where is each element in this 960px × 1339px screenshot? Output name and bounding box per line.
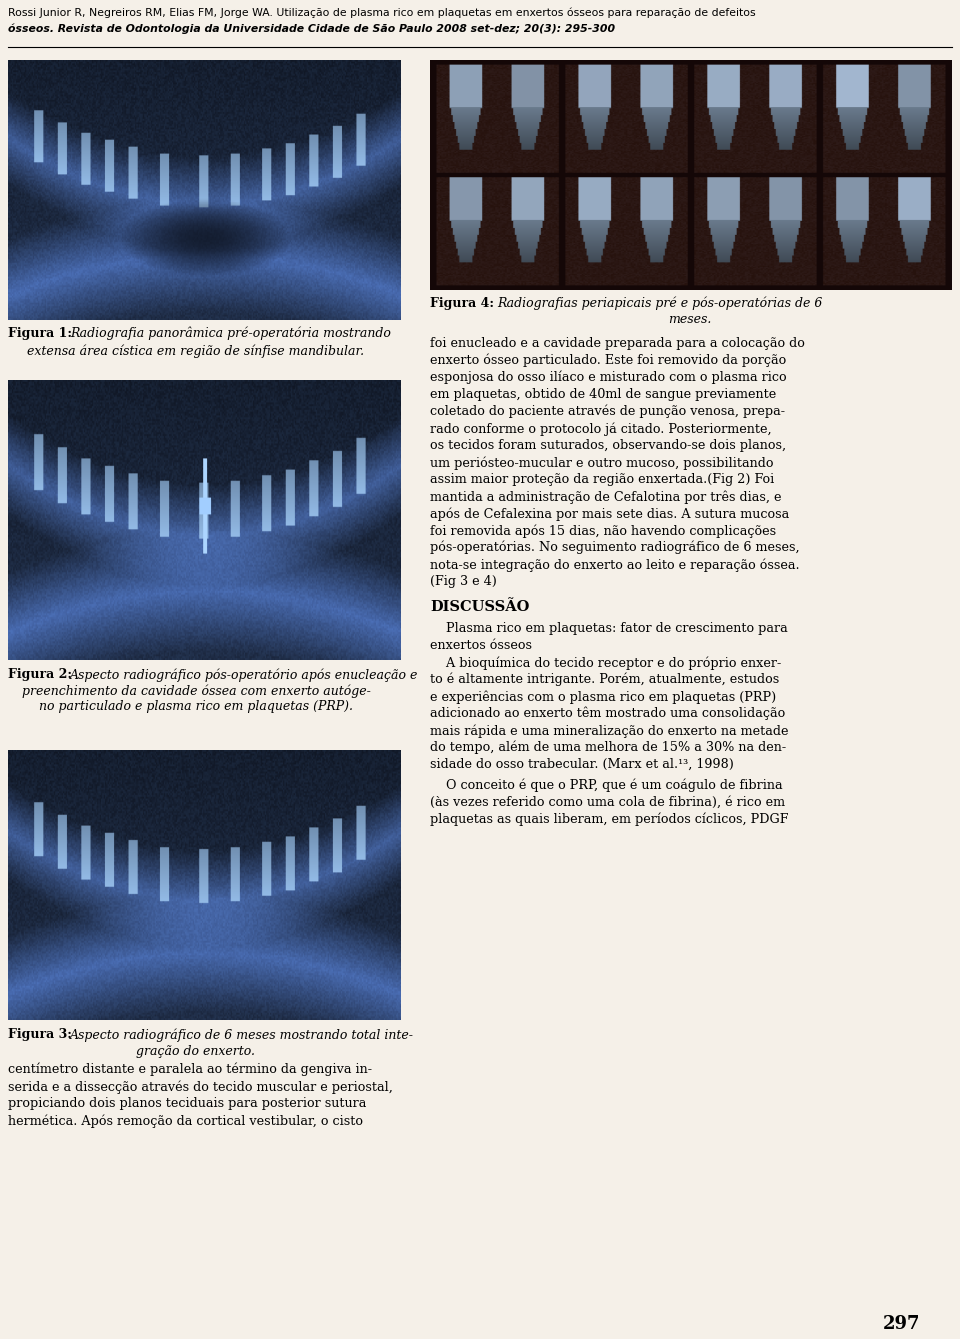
Text: e experiências com o plasma rico em plaquetas (PRP): e experiências com o plasma rico em plaq… [430, 690, 777, 703]
Text: no particulado e plasma rico em plaquetas (PRP).: no particulado e plasma rico em plaqueta… [39, 700, 353, 712]
Text: plaquetas as quais liberam, em períodos cíclicos, PDGF: plaquetas as quais liberam, em períodos … [430, 813, 788, 826]
Text: DISCUSSÃO: DISCUSSÃO [430, 600, 529, 615]
Text: enxerto ósseo particulado. Este foi removido da porção: enxerto ósseo particulado. Este foi remo… [430, 353, 786, 367]
Text: hermética. Após remoção da cortical vestibular, o cisto: hermética. Após remoção da cortical vest… [8, 1114, 363, 1127]
Text: 297: 297 [882, 1315, 920, 1334]
Text: esponjosa do osso ilíaco e misturado com o plasma rico: esponjosa do osso ilíaco e misturado com… [430, 371, 786, 384]
Text: Figura 2:: Figura 2: [8, 668, 72, 682]
Text: foi removida após 15 dias, não havendo complicações: foi removida após 15 dias, não havendo c… [430, 524, 776, 537]
Text: coletado do paciente através de punção venosa, prepa-: coletado do paciente através de punção v… [430, 404, 785, 419]
Text: centímetro distante e paralela ao término da gengiva in-: centímetro distante e paralela ao términ… [8, 1063, 372, 1077]
Text: Figura 4:: Figura 4: [430, 297, 494, 311]
Text: serida e a dissecção através do tecido muscular e periostal,: serida e a dissecção através do tecido m… [8, 1081, 393, 1094]
Text: meses.: meses. [668, 313, 711, 325]
Text: gração do enxerto.: gração do enxerto. [136, 1044, 255, 1058]
Text: Radiografia panorâmica pré-operatória mostrando: Radiografia panorâmica pré-operatória mo… [70, 327, 391, 340]
Text: Radiografias periapicais pré e pós-operatórias de 6: Radiografias periapicais pré e pós-opera… [497, 297, 823, 311]
Text: Figura 1:: Figura 1: [8, 327, 72, 340]
Text: Figura 3:: Figura 3: [8, 1028, 72, 1040]
Text: rado conforme o protocolo já citado. Posteriormente,: rado conforme o protocolo já citado. Pos… [430, 422, 772, 435]
Text: foi enucleado e a cavidade preparada para a colocação do: foi enucleado e a cavidade preparada par… [430, 337, 804, 349]
Text: Aspecto radiográfico pós-operatório após enucleação e: Aspecto radiográfico pós-operatório após… [70, 668, 419, 682]
Text: enxertos ósseos: enxertos ósseos [430, 639, 532, 652]
Text: (às vezes referido como uma cola de fibrina), é rico em: (às vezes referido como uma cola de fibr… [430, 795, 785, 809]
Text: (Fig 3 e 4): (Fig 3 e 4) [430, 574, 497, 588]
Text: ósseos. Revista de Odontologia da Universidade Cidade de São Paulo 2008 set-dez;: ósseos. Revista de Odontologia da Univer… [8, 24, 615, 35]
Text: nota-se integração do enxerto ao leito e reparação óssea.: nota-se integração do enxerto ao leito e… [430, 558, 800, 572]
Text: extensa área cística em região de sínfise mandibular.: extensa área cística em região de sínfis… [28, 344, 365, 358]
Text: Rossi Junior R, Negreiros RM, Elias FM, Jorge WA. Utilização de plasma rico em p: Rossi Junior R, Negreiros RM, Elias FM, … [8, 8, 756, 19]
Text: pós-operatórias. No seguimento radiográfico de 6 meses,: pós-operatórias. No seguimento radiográf… [430, 541, 800, 554]
Text: propiciando dois planos teciduais para posterior sutura: propiciando dois planos teciduais para p… [8, 1097, 367, 1110]
Text: em plaquetas, obtido de 40ml de sangue previamente: em plaquetas, obtido de 40ml de sangue p… [430, 388, 777, 400]
Text: após de Cefalexina por mais sete dias. A sutura mucosa: após de Cefalexina por mais sete dias. A… [430, 507, 789, 521]
Text: O conceito é que o PRP, que é um coágulo de fibrina: O conceito é que o PRP, que é um coágulo… [430, 779, 782, 793]
Text: Aspecto radiográfico de 6 meses mostrando total inte-: Aspecto radiográfico de 6 meses mostrand… [70, 1028, 414, 1042]
Text: Plasma rico em plaquetas: fator de crescimento para: Plasma rico em plaquetas: fator de cresc… [430, 623, 788, 635]
Text: preenchimento da cavidade óssea com enxerto autóge-: preenchimento da cavidade óssea com enxe… [21, 684, 371, 698]
Text: do tempo, além de uma melhora de 15% a 30% na den-: do tempo, além de uma melhora de 15% a 3… [430, 740, 786, 754]
Text: assim maior proteção da região enxertada.(Fig 2) Foi: assim maior proteção da região enxertada… [430, 473, 775, 486]
Text: mais rápida e uma mineralização do enxerto na metade: mais rápida e uma mineralização do enxer… [430, 724, 788, 738]
Text: sidade do osso trabecular. (Marx et al.¹³, 1998): sidade do osso trabecular. (Marx et al.¹… [430, 758, 733, 771]
Text: to é altamente intrigante. Porém, atualmente, estudos: to é altamente intrigante. Porém, atualm… [430, 674, 780, 687]
Text: adicionado ao enxerto têm mostrado uma consolidação: adicionado ao enxerto têm mostrado uma c… [430, 707, 785, 720]
Text: um periósteo-mucular e outro mucoso, possibilitando: um periósteo-mucular e outro mucoso, pos… [430, 457, 774, 470]
Text: mantida a administração de Cefalotina por três dias, e: mantida a administração de Cefalotina po… [430, 490, 781, 503]
Text: A bioquímica do tecido receptor e do próprio enxer-: A bioquímica do tecido receptor e do pró… [430, 656, 781, 670]
Text: os tecidos foram suturados, observando-se dois planos,: os tecidos foram suturados, observando-s… [430, 439, 786, 453]
